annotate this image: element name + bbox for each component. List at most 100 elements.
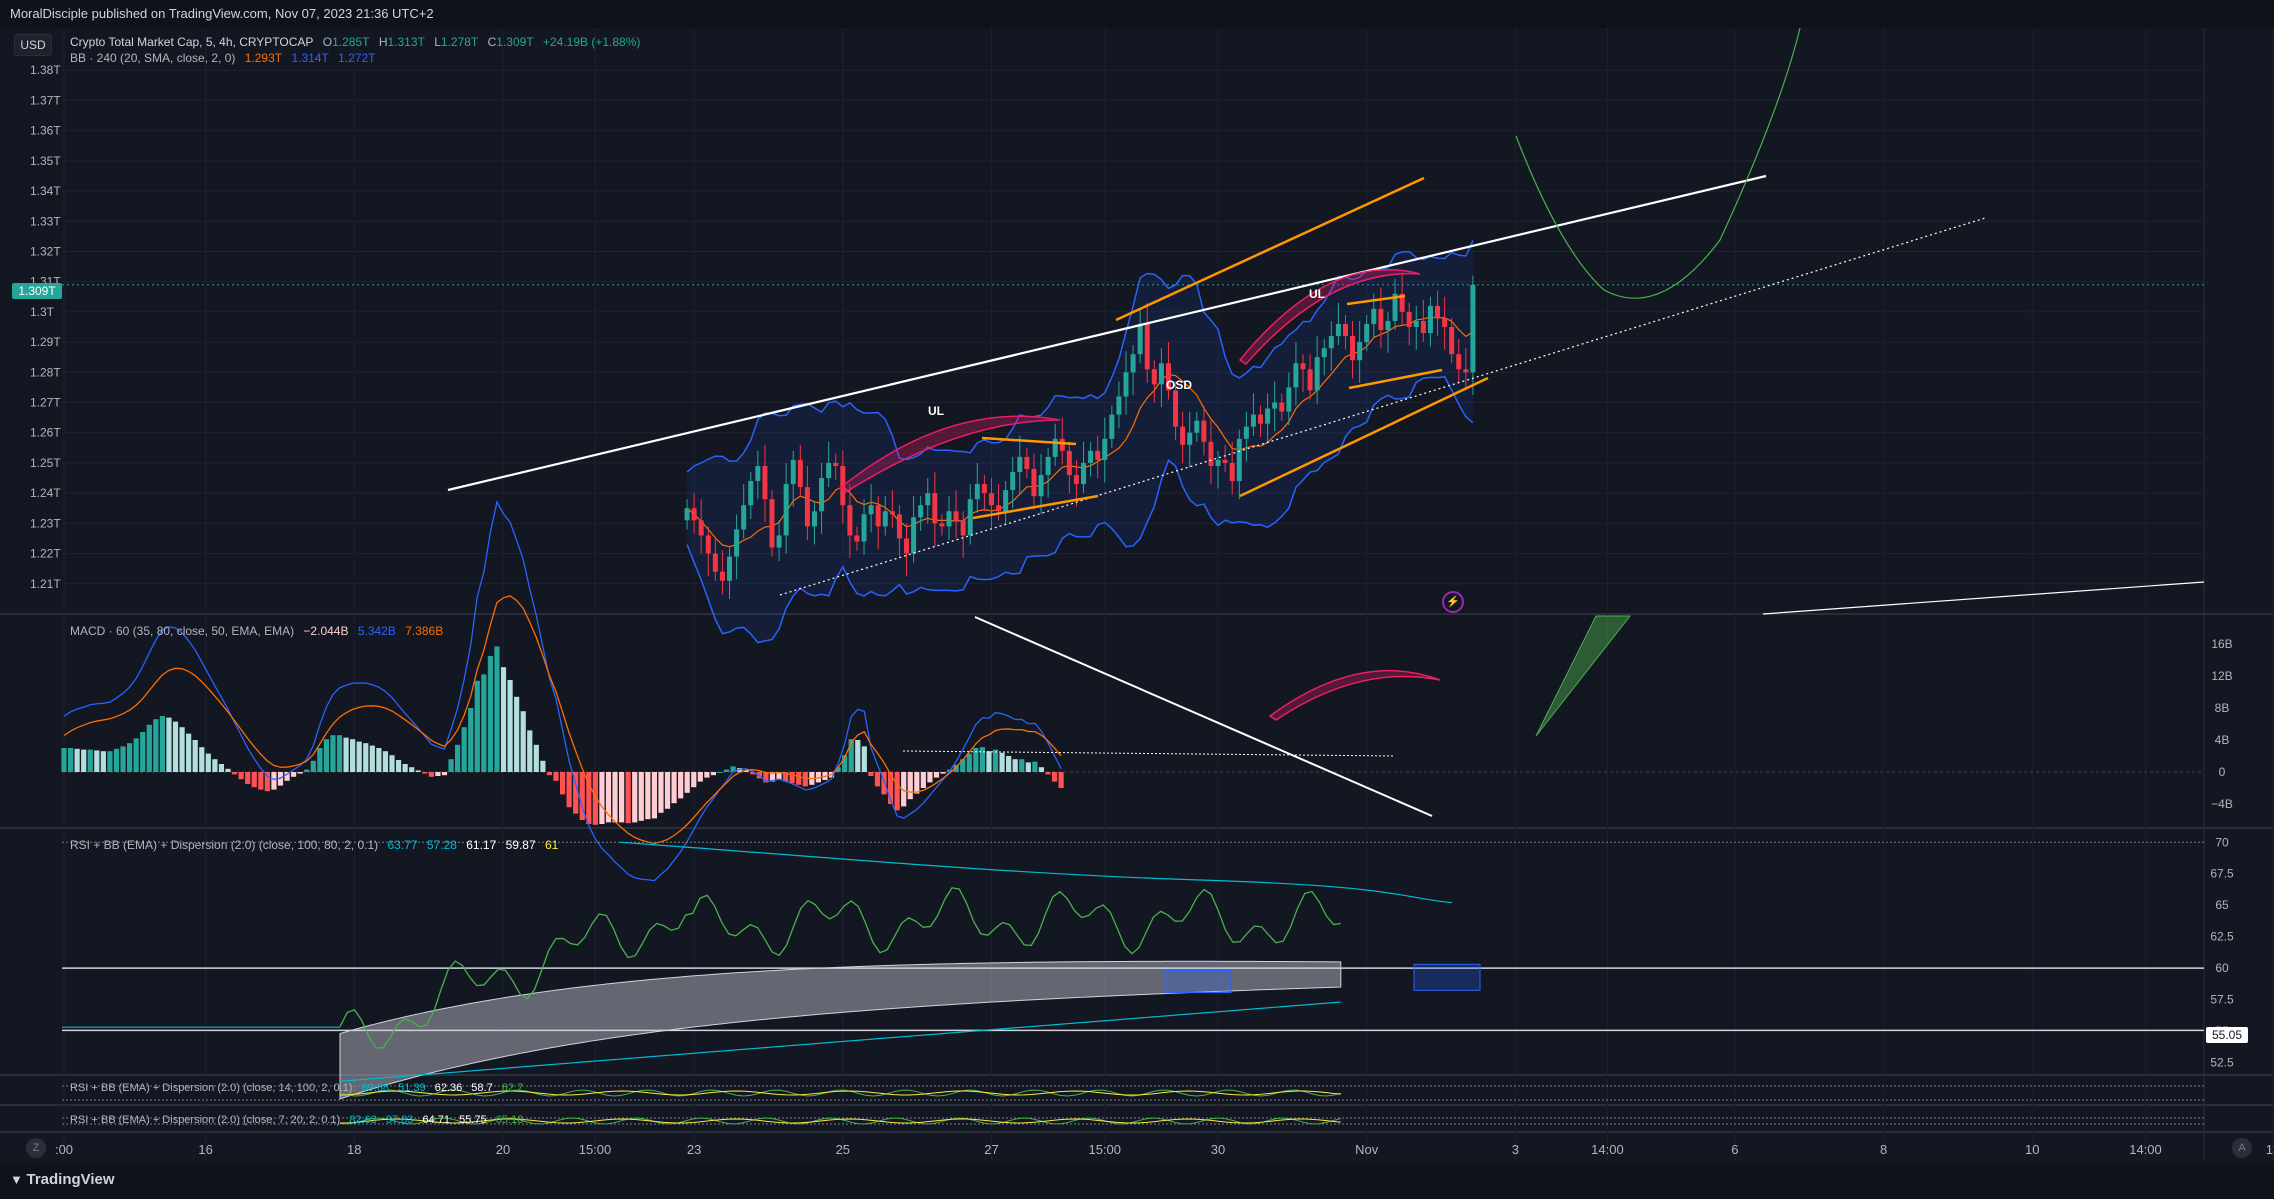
macd-histogram-bar <box>179 727 185 772</box>
annotation-osd: OSD <box>1166 378 1193 392</box>
candle-body <box>705 535 711 554</box>
candle-body <box>1123 372 1129 397</box>
candle-body <box>719 571 725 581</box>
macd-histogram-bar <box>586 772 592 824</box>
candle-body <box>1052 438 1058 457</box>
ohlc-low: L1.278T <box>434 35 479 49</box>
candle-body <box>1328 336 1334 349</box>
macd-histogram-bar <box>527 730 533 772</box>
macd-histogram-bar <box>474 680 480 772</box>
macd-histogram-bar <box>750 772 756 775</box>
macd-histogram-bar <box>1012 759 1018 772</box>
macd-histogram-bar <box>350 739 356 772</box>
macd-histogram-bar <box>907 772 913 800</box>
macd-histogram-bar <box>625 772 631 824</box>
currency-button[interactable]: USD <box>14 34 52 56</box>
macd-histogram-bar <box>428 772 434 777</box>
macd-histogram-bar <box>448 759 454 772</box>
tradingview-logo: ▼ TradingView <box>10 1171 115 1188</box>
lightning-icon[interactable]: ⚡ <box>1442 591 1464 613</box>
candle-body <box>1158 363 1164 385</box>
macd-histogram-bar <box>632 772 638 823</box>
macd-histogram-bar <box>297 772 303 774</box>
macd-histogram-bar <box>94 750 100 772</box>
macd-histogram-bar <box>914 772 920 794</box>
rsi-dispersion-lower <box>339 1001 1341 1082</box>
macd-histogram-bar <box>638 772 644 821</box>
candle-body <box>868 505 874 515</box>
rsi-pane <box>62 841 2204 1125</box>
macd-histogram-bar <box>271 772 277 790</box>
macd-histogram-bar <box>455 744 461 772</box>
orange-trendline <box>972 494 1099 520</box>
macd-histogram-bar <box>973 748 979 772</box>
y-tick-label: 1.26T <box>30 426 61 440</box>
rsi-2-v3: 62.36 <box>434 1082 463 1094</box>
candle-body <box>939 523 945 527</box>
macd-histogram-bar <box>599 772 605 824</box>
y-tick-label: 1.24T <box>30 486 61 500</box>
macd-histogram-bar <box>546 772 553 776</box>
macd-histogram-bar <box>540 760 546 772</box>
rsi-level-badge: 55.05 <box>2206 1027 2248 1043</box>
orange-trendline <box>1346 294 1406 306</box>
macd-y-tick-label: 12B <box>2211 669 2232 683</box>
candle-body <box>1031 468 1037 497</box>
candle-body <box>1250 414 1256 427</box>
macd-histogram-bar <box>874 772 881 787</box>
grid <box>0 28 2274 1160</box>
macd-histogram-bar <box>461 727 467 772</box>
rsi-1-v5: 61 <box>544 838 559 852</box>
macd-histogram-bar <box>645 772 651 820</box>
candle-body <box>967 499 973 536</box>
macd-histogram-bar <box>783 772 789 782</box>
candle-body <box>861 514 867 542</box>
candle-body <box>1427 305 1433 334</box>
macd-value: 5.342B <box>357 624 396 638</box>
macd-histogram-bar <box>737 768 743 772</box>
macd-histogram-bar <box>422 772 428 774</box>
y-tick-label: 1.38T <box>30 63 61 77</box>
candle-body <box>911 517 917 554</box>
macd-histogram-bar <box>153 719 159 772</box>
candle-body <box>1236 438 1242 482</box>
auto-scale-button[interactable]: A <box>2232 1138 2252 1158</box>
x-tick-label: 23 <box>687 1142 701 1157</box>
candle-body <box>826 462 832 479</box>
macd-histogram-bar <box>730 766 736 772</box>
candle-body <box>1116 396 1122 415</box>
candle-body <box>684 508 690 521</box>
x-tick-label: 30 <box>1211 1142 1225 1157</box>
macd-y-tick-label: 4B <box>2215 733 2230 747</box>
macd-histogram-bar <box>67 748 74 772</box>
macd-histogram-bar <box>815 772 821 783</box>
macd-label: MACD · 60 (35, 80, close, 50, EMA, EMA) <box>70 624 295 638</box>
macd-histogram-bar <box>336 735 343 772</box>
candle-body <box>1272 402 1278 409</box>
candle-body <box>1081 462 1087 485</box>
candle-body <box>1066 450 1072 476</box>
candle-body <box>996 505 1002 512</box>
macd-histogram-bar <box>113 748 120 772</box>
macd-histogram-bar <box>369 745 375 772</box>
candle-body <box>1399 293 1405 312</box>
rsi-1-v3: 61.17 <box>466 838 497 852</box>
rsi-2-v2: 51.39 <box>398 1082 426 1094</box>
macd-histogram-bar <box>172 721 179 772</box>
macd-histogram-bar <box>186 733 192 772</box>
macd-signal-line <box>63 595 1062 845</box>
rsi-y-tick-label: 67.5 <box>2210 867 2234 881</box>
rsi-y-tick-label: 57.5 <box>2210 993 2234 1007</box>
macd-histogram-bar <box>723 769 730 772</box>
macd-y-tick-label: 8B <box>2215 701 2230 715</box>
macd-histogram-bar <box>684 772 690 793</box>
macd-histogram-bar <box>619 772 625 823</box>
zoom-button[interactable]: Z <box>26 1138 46 1158</box>
bb-upper-value: 1.314T <box>291 51 329 65</box>
candle-body <box>1194 420 1200 433</box>
macd-histogram-bar <box>533 744 539 772</box>
ohlc-open: O1.285T <box>322 35 370 49</box>
macd-histogram-bar <box>1058 772 1064 788</box>
candle-body <box>875 505 881 527</box>
